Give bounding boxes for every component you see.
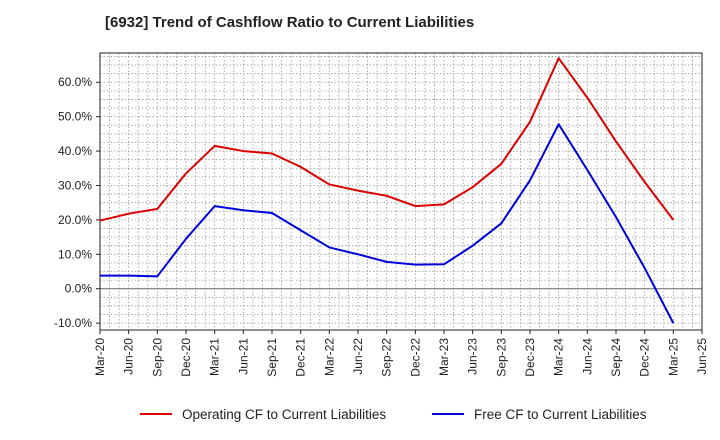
x-tick-label: Mar-24 xyxy=(552,338,566,376)
series-line-operating-cf xyxy=(99,57,675,222)
ticks-layer: -10.0% 0.0% 10.0% 20.0% 30.0% 40.0% 50.0% 60.0%… xyxy=(54,75,709,376)
y-tick-label: 50.0% xyxy=(58,110,92,124)
series-line-free-cf xyxy=(100,123,675,324)
y-tick-label: -10.0% xyxy=(54,316,92,330)
y-tick-label: 30.0% xyxy=(58,178,92,192)
x-tick-label: Sep-22 xyxy=(380,338,394,377)
y-tick-label: 60.0% xyxy=(58,75,92,89)
y-tick-label: 20.0% xyxy=(58,213,92,227)
x-tick-label: Jun-22 xyxy=(351,338,365,375)
x-tick-label: Dec-24 xyxy=(638,338,652,377)
x-tick-label: Dec-20 xyxy=(179,338,193,377)
x-tick-label: Jun-20 xyxy=(122,338,136,375)
x-tick-label: Jun-23 xyxy=(466,338,480,375)
y-tick-label: 0.0% xyxy=(65,282,93,296)
y-tick-label: 40.0% xyxy=(58,144,92,158)
y-tick-label: 10.0% xyxy=(58,247,92,261)
x-tick-label: Sep-23 xyxy=(494,338,508,377)
legend-label-operating-cf: Operating CF to Current Liabilities xyxy=(182,406,387,422)
x-tick-label: Mar-23 xyxy=(437,338,451,376)
legend-swatch-free-cf xyxy=(432,413,464,415)
x-tick-label: Dec-21 xyxy=(294,338,308,377)
plot-border xyxy=(99,52,703,331)
series-layer xyxy=(99,57,675,324)
x-tick-label: Dec-22 xyxy=(408,338,422,377)
x-tick-label: Jun-24 xyxy=(580,338,594,375)
legend-swatch-operating-cf xyxy=(140,413,172,415)
x-tick-label: Sep-24 xyxy=(609,338,623,377)
x-tick-label: Mar-25 xyxy=(666,338,680,376)
grid-layer xyxy=(99,53,703,330)
legend-item-operating-cf: Operating CF to Current Liabilities xyxy=(140,404,386,424)
legend-item-free-cf: Free CF to Current Liabilities xyxy=(432,404,647,424)
x-tick-label: Mar-22 xyxy=(322,338,336,376)
x-tick-label: Jun-25 xyxy=(695,338,709,375)
x-tick-label: Mar-20 xyxy=(93,338,107,376)
chart-title: [6932] Trend of Cashflow Ratio to Curren… xyxy=(105,14,475,31)
x-tick-label: Sep-21 xyxy=(265,338,279,377)
legend-label-free-cf: Free CF to Current Liabilities xyxy=(474,406,647,422)
legend: Operating CF to Current Liabilities Free… xyxy=(0,404,720,426)
x-tick-label: Dec-23 xyxy=(523,338,537,377)
x-tick-label: Mar-21 xyxy=(208,338,222,376)
x-tick-label: Jun-21 xyxy=(236,338,250,375)
x-tick-label: Sep-20 xyxy=(150,338,164,377)
